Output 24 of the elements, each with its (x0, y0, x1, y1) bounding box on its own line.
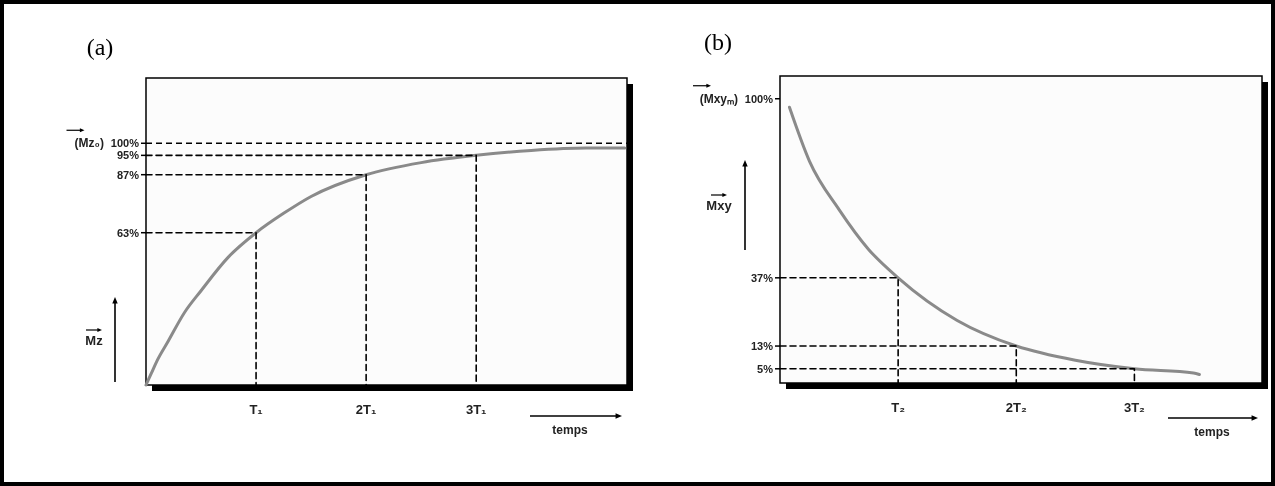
x-tick-label: 2T₂ (1005, 400, 1027, 415)
x-axis-title: temps (552, 423, 588, 437)
y-axis-title: Mz (85, 333, 104, 348)
y-axis-title: Mxy (706, 198, 733, 213)
y-tick-label: 63% (116, 226, 140, 239)
x-axis-title: temps (1194, 425, 1230, 439)
text: (Mxyₘ) (699, 91, 738, 106)
line-series (144, 146, 627, 387)
x-tick-label: 3T₂ (1123, 400, 1146, 415)
x-tick-label: T₂ (891, 400, 906, 415)
chart-title: (b) (704, 29, 732, 55)
text: (Mz₀) (74, 136, 104, 151)
y-tick-label: 37% (750, 271, 774, 284)
x-tick-label: T₁ (249, 402, 263, 417)
y-tick-label: 5% (757, 362, 774, 375)
line-series (787, 105, 1201, 376)
y-tick-label: 100% (744, 92, 774, 105)
y-tick-label: 95% (116, 149, 140, 162)
y-tick-label: 100% (110, 137, 140, 150)
chart-title: (a) (86, 34, 114, 60)
y-tick-label: 13% (750, 339, 774, 352)
x-tick-label: 3T₁ (465, 402, 487, 417)
x-tick-label: 2T₁ (355, 402, 377, 417)
y-tick-label: 87% (116, 168, 140, 181)
